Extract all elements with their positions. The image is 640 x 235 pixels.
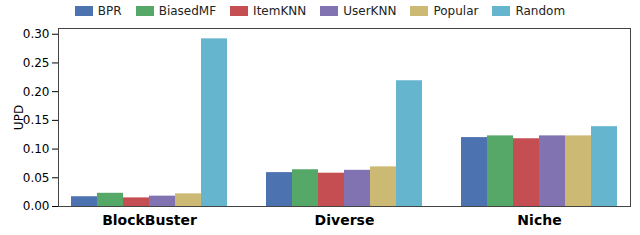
svg-text:Diverse: Diverse: [315, 212, 375, 228]
svg-text:0.05: 0.05: [23, 171, 50, 185]
svg-text:0.10: 0.10: [23, 142, 50, 156]
svg-text:BlockBuster: BlockBuster: [102, 212, 197, 228]
html-text:ItemKNN: ItemKNN: [253, 4, 307, 18]
svg-text:0.30: 0.30: [23, 27, 50, 41]
html-text:Popular: Popular: [433, 4, 479, 18]
html-text:Random: Random: [515, 4, 566, 18]
svg-text:0.25: 0.25: [23, 56, 50, 70]
svg-text:0.15: 0.15: [23, 113, 50, 127]
svg-text:Niche: Niche: [517, 212, 561, 228]
html-text:UserKNN: UserKNN: [343, 4, 397, 18]
svg-text:0.20: 0.20: [23, 85, 50, 99]
html-text:BPR: BPR: [97, 4, 122, 18]
html-text:BiasedMF: BiasedMF: [158, 4, 217, 18]
svg-text:0.00: 0.00: [23, 199, 50, 213]
svg-text:UPD: UPD: [12, 105, 26, 130]
